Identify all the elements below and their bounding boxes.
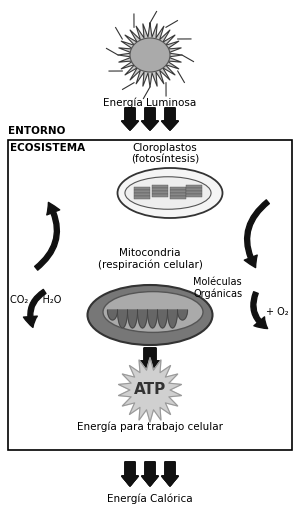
Polygon shape xyxy=(122,108,138,130)
Text: Energía Calórica: Energía Calórica xyxy=(107,493,193,503)
Polygon shape xyxy=(140,348,160,371)
Polygon shape xyxy=(162,462,178,486)
FancyArrowPatch shape xyxy=(34,203,60,270)
Polygon shape xyxy=(162,462,178,486)
Polygon shape xyxy=(122,462,138,486)
Polygon shape xyxy=(162,108,178,130)
Polygon shape xyxy=(142,462,158,486)
Polygon shape xyxy=(162,462,178,486)
Bar xyxy=(170,190,186,192)
Polygon shape xyxy=(162,462,178,486)
Polygon shape xyxy=(122,462,138,486)
Ellipse shape xyxy=(88,285,212,345)
Bar xyxy=(170,193,186,195)
Polygon shape xyxy=(122,108,138,130)
Polygon shape xyxy=(128,310,137,328)
Polygon shape xyxy=(107,310,118,320)
Bar xyxy=(170,196,186,199)
FancyArrowPatch shape xyxy=(251,292,268,328)
Bar xyxy=(134,196,150,199)
Bar xyxy=(186,191,202,193)
Bar xyxy=(134,193,150,195)
Bar xyxy=(186,194,202,196)
Bar xyxy=(8,140,292,450)
Polygon shape xyxy=(122,108,138,130)
Polygon shape xyxy=(162,108,178,130)
Text: ATP: ATP xyxy=(134,383,166,398)
Polygon shape xyxy=(122,462,138,486)
Bar xyxy=(152,188,168,190)
Text: Cloroplastos
(fotosíntesis): Cloroplastos (fotosíntesis) xyxy=(131,143,199,165)
Ellipse shape xyxy=(118,168,223,218)
Polygon shape xyxy=(122,108,138,130)
FancyArrowPatch shape xyxy=(244,200,269,268)
Polygon shape xyxy=(118,358,182,422)
Text: ENTORNO: ENTORNO xyxy=(8,126,65,136)
Polygon shape xyxy=(142,462,158,486)
Polygon shape xyxy=(162,108,178,130)
Polygon shape xyxy=(162,108,178,130)
Bar xyxy=(170,187,186,189)
Polygon shape xyxy=(140,348,160,371)
Bar xyxy=(134,187,150,189)
Polygon shape xyxy=(148,310,158,328)
Polygon shape xyxy=(140,348,160,371)
Bar xyxy=(152,185,168,187)
Polygon shape xyxy=(122,462,138,486)
FancyArrowPatch shape xyxy=(23,289,46,327)
Text: ECOSISTEMA: ECOSISTEMA xyxy=(10,143,85,153)
Polygon shape xyxy=(140,348,160,371)
Polygon shape xyxy=(122,462,138,486)
Polygon shape xyxy=(142,462,158,486)
Polygon shape xyxy=(140,348,160,371)
Polygon shape xyxy=(122,462,138,486)
Polygon shape xyxy=(162,108,178,130)
Polygon shape xyxy=(162,108,178,130)
Text: CO₂ + H₂O: CO₂ + H₂O xyxy=(10,295,61,305)
Polygon shape xyxy=(178,310,188,320)
Polygon shape xyxy=(162,462,178,486)
Polygon shape xyxy=(142,108,158,130)
Polygon shape xyxy=(140,348,160,371)
Polygon shape xyxy=(142,108,158,130)
Polygon shape xyxy=(162,108,178,130)
Polygon shape xyxy=(122,108,138,130)
Polygon shape xyxy=(142,108,158,130)
Polygon shape xyxy=(142,108,158,130)
Ellipse shape xyxy=(130,38,170,72)
Bar xyxy=(152,194,168,196)
Polygon shape xyxy=(162,462,178,486)
Polygon shape xyxy=(167,310,178,328)
Polygon shape xyxy=(122,462,138,486)
Polygon shape xyxy=(122,108,138,130)
Polygon shape xyxy=(162,462,178,486)
Bar xyxy=(152,191,168,193)
Polygon shape xyxy=(142,108,158,130)
Polygon shape xyxy=(142,462,158,486)
Bar xyxy=(134,190,150,192)
Text: Energía para trabajo celular: Energía para trabajo celular xyxy=(77,422,223,432)
Ellipse shape xyxy=(103,291,203,332)
Ellipse shape xyxy=(125,177,211,209)
Polygon shape xyxy=(142,108,158,130)
Text: Mitocondria
(respiración celular): Mitocondria (respiración celular) xyxy=(98,248,202,270)
Text: + O₂: + O₂ xyxy=(266,307,289,317)
Polygon shape xyxy=(118,310,128,328)
Bar xyxy=(186,188,202,190)
Polygon shape xyxy=(140,348,160,371)
Polygon shape xyxy=(142,462,158,486)
Polygon shape xyxy=(142,462,158,486)
Polygon shape xyxy=(137,310,148,328)
Polygon shape xyxy=(142,462,158,486)
Polygon shape xyxy=(118,23,182,87)
Text: Energía Luminosa: Energía Luminosa xyxy=(103,98,196,109)
Polygon shape xyxy=(122,108,138,130)
Text: Moléculas
Orgánicas: Moléculas Orgánicas xyxy=(193,277,242,299)
Polygon shape xyxy=(142,108,158,130)
Polygon shape xyxy=(158,310,167,328)
Bar xyxy=(186,185,202,187)
